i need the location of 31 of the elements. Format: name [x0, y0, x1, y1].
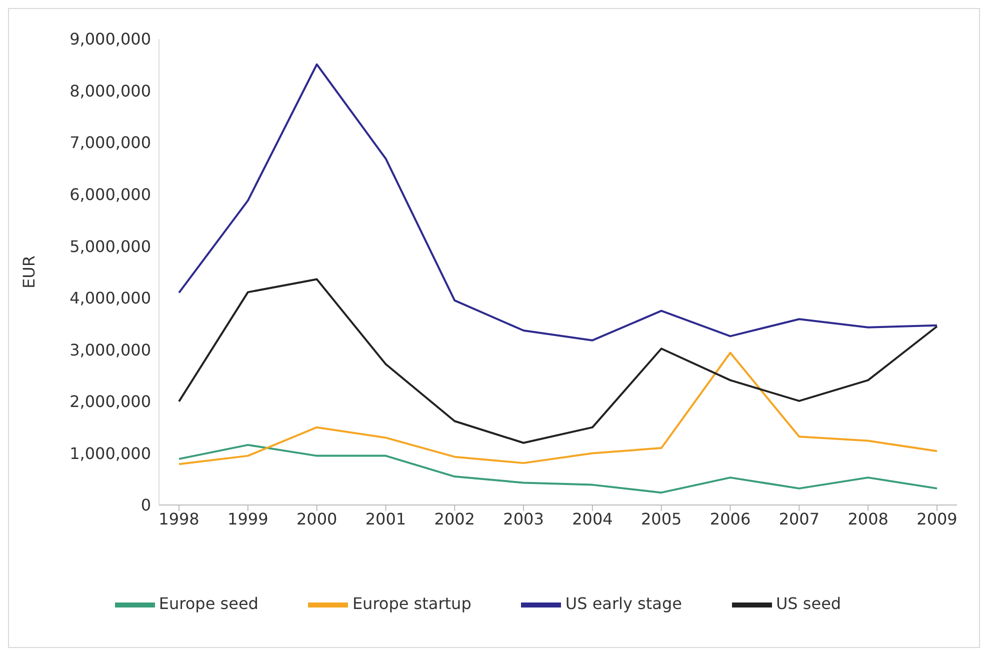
y-tick-label: 7,000,000: [70, 133, 151, 152]
y-axis-title: EUR: [20, 256, 39, 288]
y-tick-label: 9,000,000: [70, 30, 151, 49]
line-series: [178, 63, 938, 342]
x-tick-label: 2002: [434, 509, 475, 528]
line-series: [178, 352, 938, 466]
x-tick-label: 2005: [641, 509, 682, 528]
y-tick-label: 2,000,000: [70, 392, 151, 412]
y-tick-label: 4,000,000: [70, 288, 151, 308]
legend-label: Europe startup: [352, 594, 472, 614]
line-series: [178, 444, 938, 494]
x-tick-label: 2009: [916, 509, 958, 528]
x-tick-label: 2003: [503, 509, 544, 528]
x-tick-label: 2001: [365, 509, 406, 528]
x-tick-label: 1999: [228, 509, 268, 528]
y-tick-label: 1,000,000: [70, 444, 151, 463]
y-tick-label: 6,000,000: [70, 185, 151, 204]
legend-label: US early stage: [565, 594, 682, 614]
legend-label: US seed: [776, 594, 842, 614]
x-tick-label: 1998: [158, 509, 200, 528]
y-tick-label: 3,000,000: [70, 340, 151, 360]
x-tick-label: 2008: [848, 509, 888, 528]
x-tick-label: 2004: [572, 509, 613, 528]
x-tick-label: 2000: [296, 509, 338, 528]
x-tick-label: 2007: [778, 509, 820, 528]
legend-label: Europe seed: [158, 594, 258, 614]
x-tick-label: 2006: [710, 509, 751, 528]
y-tick-label: 0: [140, 496, 151, 515]
y-tick-label: 5,000,000: [70, 236, 151, 256]
line-series: [178, 278, 938, 444]
y-tick-label: 8,000,000: [70, 81, 151, 100]
